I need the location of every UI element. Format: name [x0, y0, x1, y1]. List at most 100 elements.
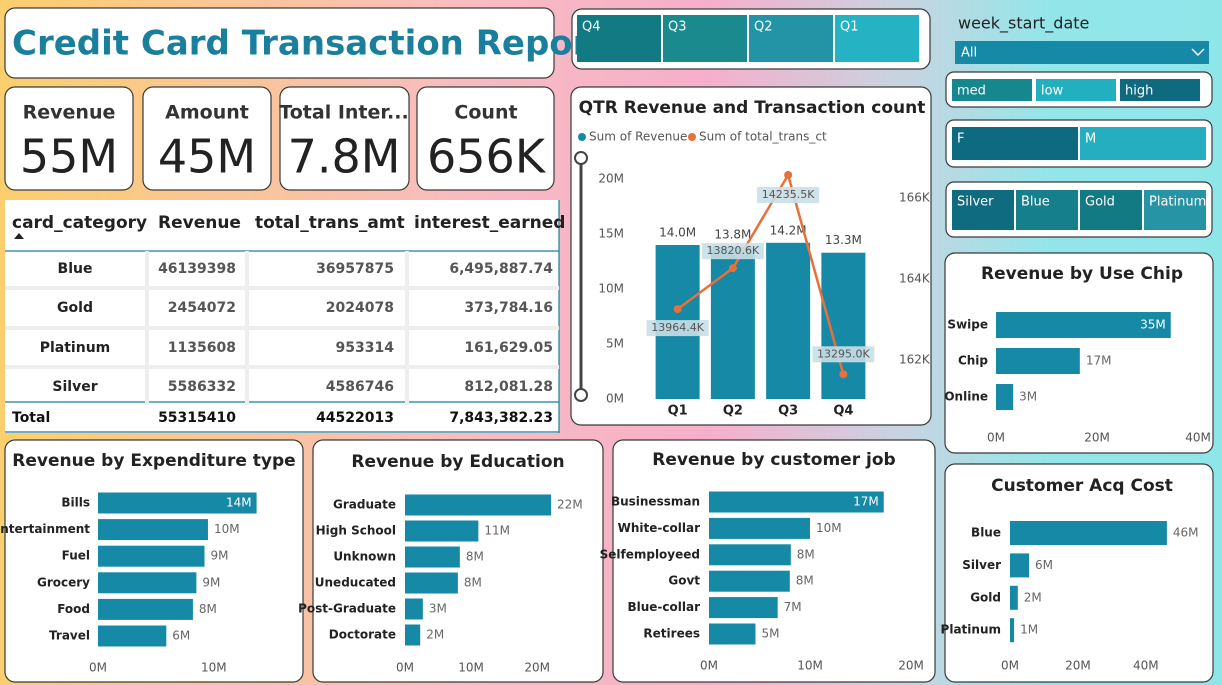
slicer-item[interactable]: Platinum: [1149, 195, 1206, 210]
cell-divider: [405, 369, 409, 405]
slicer-tile[interactable]: [835, 15, 919, 62]
slider-handle[interactable]: [574, 151, 588, 165]
bar: [709, 623, 756, 645]
x-tick-label: 20M: [1065, 659, 1091, 673]
slicer-item[interactable]: med: [957, 84, 986, 99]
table-cell: Silver: [52, 379, 97, 395]
slicer-item[interactable]: high: [1125, 84, 1153, 99]
slicer-tile[interactable]: [1036, 79, 1116, 101]
y2-tick-label: 164K: [899, 272, 931, 286]
column-header: Revenue: [158, 213, 241, 233]
slicer-item[interactable]: M: [1085, 132, 1096, 147]
bar-value-label: 7M: [784, 600, 802, 614]
cell-divider: [145, 251, 149, 287]
slicer-item[interactable]: Q2: [754, 20, 773, 35]
slicer-item[interactable]: Blue: [1021, 195, 1050, 210]
bar: [405, 572, 458, 594]
bar: [996, 384, 1014, 410]
slicer-tile[interactable]: [1120, 79, 1200, 101]
table-cell: 812,081.28: [464, 379, 553, 395]
legend-marker: [578, 133, 586, 141]
cell-divider: [405, 251, 409, 287]
bar-value-label: 3M: [429, 602, 447, 616]
bar-value-label: 11M: [484, 524, 510, 538]
slicer-tile[interactable]: [749, 15, 833, 62]
table-cell: 2024078: [326, 300, 394, 316]
x-tick-label: 0M: [987, 431, 1005, 445]
slicer-item[interactable]: low: [1041, 84, 1064, 99]
slicer-tile[interactable]: [952, 79, 1032, 101]
table-cell: 6,495,887.74: [449, 261, 553, 277]
cell-divider: [245, 290, 249, 326]
category-label: Uneducated: [315, 576, 396, 590]
bar: [1010, 521, 1167, 545]
sort-arrow: [14, 233, 24, 239]
slicer-tile[interactable]: [1016, 190, 1078, 230]
kpi-label: Total Inter...: [279, 102, 408, 124]
category-label: Online: [944, 390, 988, 404]
bar-value-label: 13.3M: [825, 233, 862, 247]
bar: [1010, 618, 1015, 643]
dropdown-value[interactable]: All: [961, 46, 977, 61]
slicer-item[interactable]: Q3: [668, 20, 687, 35]
slicer-item[interactable]: Q1: [840, 20, 859, 35]
kpi-card: [4, 86, 134, 191]
slicer-label: week_start_date: [958, 14, 1089, 34]
kpi-card: [279, 86, 410, 191]
slicer-tile[interactable]: [577, 15, 661, 62]
category-label: Blue: [971, 526, 1001, 540]
bar: [996, 348, 1080, 374]
slicer-tile[interactable]: [1080, 127, 1206, 160]
table-cell: 1135608: [168, 340, 236, 356]
y2-tick-label: 162K: [899, 353, 931, 367]
table-cell: 36957875: [316, 261, 394, 277]
cell-divider: [405, 330, 409, 366]
x-tick-label: 10M: [458, 661, 484, 675]
slicer-tile[interactable]: [952, 127, 1078, 160]
category-label: Fuel: [62, 549, 90, 563]
category-label: Govt: [668, 574, 700, 588]
kpi-card: [142, 86, 272, 191]
bar: [709, 570, 790, 592]
table-cell: 953314: [336, 340, 395, 356]
column-header: card_category: [12, 213, 147, 233]
x-tick-label: Q1: [668, 404, 688, 419]
annotation: 13820.6K: [707, 244, 760, 257]
bar: [98, 545, 205, 567]
slicer-item[interactable]: Gold: [1085, 195, 1115, 210]
chart-panel: [944, 463, 1214, 683]
table-cell: 2454072: [168, 300, 236, 316]
kpi-value: 55M: [20, 130, 118, 184]
cell-divider: [405, 290, 409, 326]
slicer-tile[interactable]: [952, 190, 1014, 230]
row-divider: [5, 326, 559, 330]
bar-value-label: 3M: [1019, 390, 1037, 404]
slider-handle[interactable]: [574, 388, 588, 402]
line-point: [839, 370, 848, 379]
bar-value-label: 8M: [797, 547, 815, 561]
slicer-tile[interactable]: [1144, 190, 1206, 230]
bar-value-label: 8M: [199, 602, 217, 616]
slicer-item[interactable]: Q4: [582, 20, 601, 35]
slicer-tile[interactable]: [663, 15, 747, 62]
bar-value-label: 14M: [226, 496, 252, 510]
line-point: [728, 264, 737, 273]
category-label: Travel: [49, 629, 90, 643]
x-tick-label: 0M: [1001, 659, 1019, 673]
bar-value-label: 17M: [1086, 354, 1112, 368]
x-tick-label: 0M: [89, 661, 107, 675]
bar: [98, 519, 208, 541]
slicer-item[interactable]: F: [957, 132, 964, 147]
slicer-item[interactable]: Silver: [957, 195, 994, 210]
table-cell: Gold: [57, 300, 93, 316]
slicer-tile[interactable]: [1080, 190, 1142, 230]
column-header: total_trans_amt: [255, 213, 405, 233]
x-tick-label: 20M: [898, 659, 924, 673]
x-tick-label: 0M: [396, 661, 414, 675]
bar-value-label: 35M: [1140, 318, 1166, 332]
total-cell: 44522013: [316, 410, 394, 426]
bar: [98, 492, 257, 514]
x-tick-label: 10M: [797, 659, 823, 673]
dropdown[interactable]: [955, 41, 1209, 64]
